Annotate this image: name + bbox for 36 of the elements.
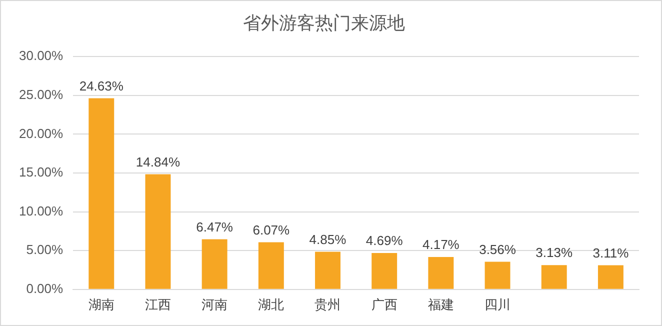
data-label: 3.13% [536,245,573,260]
y-tick-label: 20.00% [18,126,64,141]
y-tick-label: 10.00% [18,203,64,218]
data-label: 14.84% [136,154,180,170]
bar [484,262,510,289]
bar [202,239,228,289]
bar [145,174,171,289]
y-tick-label: 25.00% [18,86,64,102]
bar [88,98,114,289]
y-tick-label: 5.00% [26,242,64,258]
chart-title: 省外游客热门来源地 [243,12,405,33]
bar [372,253,398,289]
data-label: 3.11% [592,245,630,260]
x-tick-label: 江西 [144,296,171,312]
x-tick-label: 贵州 [314,296,341,312]
x-tick-label: 湖南 [88,296,114,312]
data-label: 6.07% [252,222,290,238]
bar [428,257,454,289]
data-label: 24.63% [79,78,124,94]
data-label: 3.56% [479,242,516,257]
x-tick-label: 福建 [428,296,454,312]
data-label: 6.47% [196,219,234,234]
bar [258,242,284,289]
bar [541,265,567,289]
bar [315,252,340,289]
x-tick-label: 湖北 [258,296,284,312]
x-tick-label: 广西 [371,296,398,312]
data-label: 4.85% [309,232,347,247]
x-tick-label: 河南 [202,296,228,312]
data-label: 4.17% [422,237,460,252]
x-tick-label: 四川 [484,296,511,312]
bar [598,265,624,289]
data-label: 4.69% [366,233,404,248]
y-tick-label: 15.00% [18,164,64,180]
y-tick-label: 0.00% [26,280,64,296]
y-tick-label: 30.00% [18,48,64,64]
